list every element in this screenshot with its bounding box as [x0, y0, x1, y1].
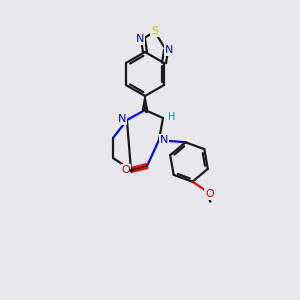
Polygon shape: [142, 96, 148, 110]
Text: S: S: [151, 26, 158, 37]
Text: N: N: [136, 34, 144, 44]
Text: O: O: [122, 165, 130, 175]
Text: H: H: [168, 112, 176, 122]
Text: N: N: [160, 135, 168, 145]
Text: O: O: [205, 189, 214, 199]
Text: N: N: [165, 45, 173, 55]
Text: N: N: [118, 114, 126, 124]
